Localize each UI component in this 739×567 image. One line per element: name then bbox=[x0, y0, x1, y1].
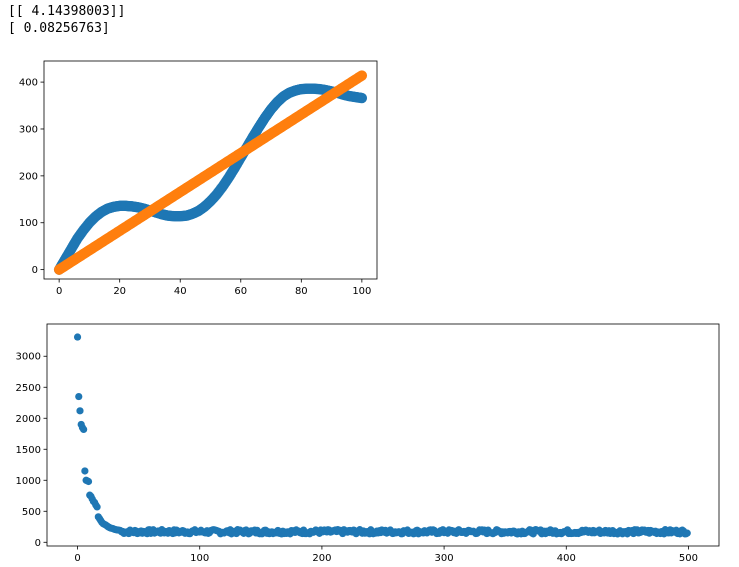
x-tick-label: 100 bbox=[352, 286, 371, 297]
loss-chart: 0 100 200 300 400 500 0 500 1000 1500 2000 2500 3000 bbox=[16, 323, 720, 564]
data-point bbox=[80, 425, 88, 434]
y-tick-label: 3000 bbox=[16, 352, 41, 363]
y-tick-label: 0 bbox=[35, 538, 41, 549]
data-point bbox=[356, 70, 368, 81]
y-tick: 2500 bbox=[16, 383, 47, 394]
output-line-1: [[ 4.14398003]] bbox=[8, 4, 126, 19]
fit-chart: 0 20 40 60 80 100 0 100 200 300 400 bbox=[19, 60, 378, 297]
x-tick: 20 bbox=[113, 279, 126, 297]
y-tick: 100 bbox=[19, 218, 44, 229]
axes-frame bbox=[43, 60, 378, 280]
x-tick: 400 bbox=[557, 546, 576, 564]
x-tick-label: 400 bbox=[557, 553, 576, 564]
y-tick: 300 bbox=[19, 124, 44, 135]
x-tick-label: 100 bbox=[190, 553, 209, 564]
console-output: [[ 4.14398003]] [ 0.08256763] bbox=[8, 3, 125, 37]
x-tick: 0 bbox=[56, 279, 62, 297]
x-tick: 200 bbox=[312, 546, 331, 564]
x-tick-label: 0 bbox=[56, 286, 62, 297]
series-2 bbox=[53, 70, 368, 275]
data-point bbox=[84, 477, 93, 486]
y-tick-label: 2000 bbox=[16, 414, 41, 425]
y-tick-label: 1500 bbox=[16, 445, 41, 456]
x-tick-label: 80 bbox=[295, 286, 308, 297]
x-tick-label: 60 bbox=[234, 286, 247, 297]
x-tick: 100 bbox=[190, 546, 209, 564]
x-tick: 100 bbox=[352, 279, 371, 297]
y-tick: 400 bbox=[19, 78, 44, 89]
y-tick: 0 bbox=[35, 538, 47, 549]
data-point bbox=[75, 392, 83, 401]
y-tick: 1500 bbox=[16, 445, 47, 456]
x-tick: 300 bbox=[435, 546, 454, 564]
y-tick: 1000 bbox=[16, 476, 47, 487]
y-tick-label: 200 bbox=[19, 171, 38, 182]
data-point bbox=[73, 333, 82, 341]
x-tick: 60 bbox=[234, 279, 247, 297]
y-tick-label: 0 bbox=[32, 265, 38, 276]
y-tick: 0 bbox=[32, 265, 44, 276]
y-tick-label: 100 bbox=[19, 218, 38, 229]
x-tick-label: 500 bbox=[679, 553, 698, 564]
y-tick-label: 2500 bbox=[16, 383, 41, 394]
y-tick: 3000 bbox=[16, 352, 47, 363]
x-tick-label: 200 bbox=[312, 553, 331, 564]
x-tick: 500 bbox=[679, 546, 698, 564]
x-tick-label: 40 bbox=[174, 286, 187, 297]
y-tick: 2000 bbox=[16, 414, 47, 425]
data-point bbox=[93, 503, 101, 511]
x-tick: 80 bbox=[295, 279, 308, 297]
y-tick-label: 1000 bbox=[16, 476, 41, 487]
data-point bbox=[76, 407, 84, 415]
data-point bbox=[356, 92, 368, 104]
x-tick-label: 300 bbox=[435, 553, 454, 564]
y-tick: 500 bbox=[22, 507, 47, 518]
data-point bbox=[683, 529, 691, 537]
x-tick: 0 bbox=[74, 546, 81, 564]
x-tick-label: 20 bbox=[113, 286, 126, 297]
x-tick-label: 0 bbox=[74, 553, 80, 564]
data-point bbox=[81, 467, 89, 475]
x-tick: 40 bbox=[174, 279, 187, 297]
y-tick: 200 bbox=[19, 171, 44, 182]
output-line-2: [ 0.08256763] bbox=[8, 21, 110, 36]
y-tick-label: 500 bbox=[22, 507, 41, 518]
y-tick-label: 300 bbox=[19, 124, 38, 135]
axes-frame bbox=[46, 323, 720, 547]
series-1 bbox=[73, 333, 691, 538]
y-tick-label: 400 bbox=[19, 78, 38, 89]
